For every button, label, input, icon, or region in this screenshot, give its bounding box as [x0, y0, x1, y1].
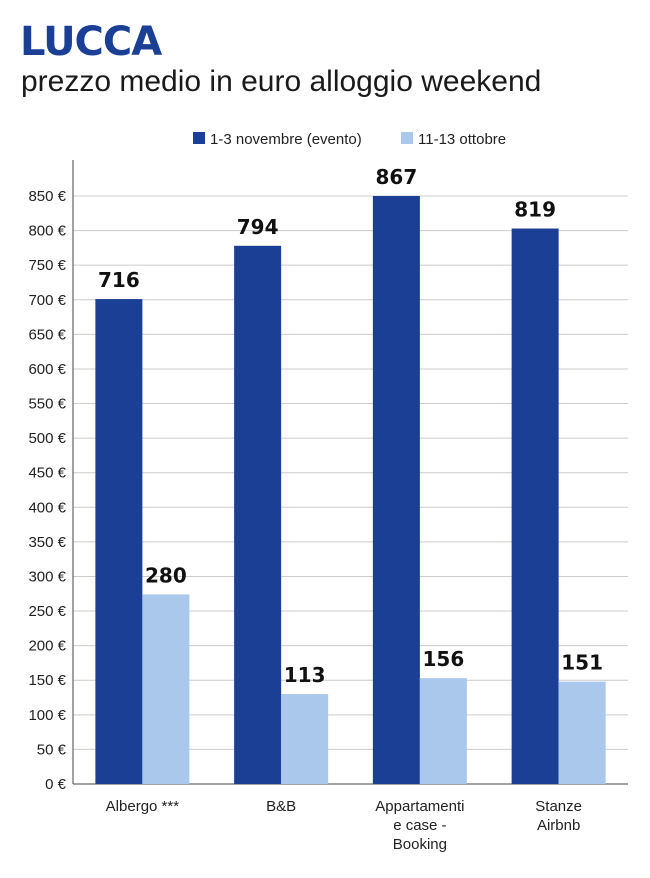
bar [419, 678, 467, 784]
x-tick-label: Stanze [535, 798, 582, 815]
x-tick-label: B&B [266, 798, 296, 815]
legend-swatch [193, 132, 205, 144]
chart-title: LUCCA [20, 19, 162, 65]
y-tick-label: 600 € [28, 361, 66, 378]
y-tick-label: 650 € [28, 326, 66, 343]
data-label: 156 [423, 647, 465, 671]
data-label: 867 [376, 165, 418, 189]
y-tick-label: 750 € [28, 257, 66, 274]
y-tick-label: 500 € [28, 430, 66, 447]
data-label: 716 [98, 268, 140, 292]
y-tick-label: 150 € [28, 672, 66, 689]
legend-label: 1-3 novembre (evento) [210, 131, 362, 148]
y-tick-label: 250 € [28, 603, 66, 620]
y-tick-label: 800 € [28, 223, 66, 240]
data-label: 113 [284, 663, 326, 687]
x-tick-label: Airbnb [537, 817, 580, 834]
y-tick-label: 50 € [37, 741, 67, 758]
x-tick-label: Appartamenti [375, 798, 464, 815]
bar [142, 594, 190, 784]
bar [558, 681, 606, 784]
x-tick-label: Albergo *** [106, 798, 180, 815]
y-tick-label: 0 € [45, 776, 67, 793]
data-label: 794 [237, 215, 279, 239]
chart-subtitle: prezzo medio in euro alloggio weekend [21, 65, 542, 98]
data-label: 819 [514, 198, 556, 222]
y-tick-label: 300 € [28, 568, 66, 585]
data-label: 280 [145, 563, 187, 587]
bar [234, 245, 282, 784]
legend-label: 11-13 ottobre [418, 131, 506, 148]
y-tick-label: 850 € [28, 188, 66, 205]
y-tick-label: 550 € [28, 396, 66, 413]
bar [372, 196, 420, 784]
y-tick-label: 200 € [28, 638, 66, 655]
x-tick-label: Booking [393, 836, 447, 853]
bar [511, 228, 559, 784]
y-tick-label: 450 € [28, 465, 66, 482]
legend-swatch [401, 132, 413, 144]
y-tick-label: 700 € [28, 292, 66, 309]
y-tick-label: 400 € [28, 499, 66, 516]
y-tick-label: 350 € [28, 534, 66, 551]
bar [281, 694, 329, 784]
data-label: 151 [561, 651, 603, 675]
x-tick-label: e case - [393, 817, 446, 834]
y-tick-label: 100 € [28, 707, 66, 724]
bar [95, 299, 143, 784]
